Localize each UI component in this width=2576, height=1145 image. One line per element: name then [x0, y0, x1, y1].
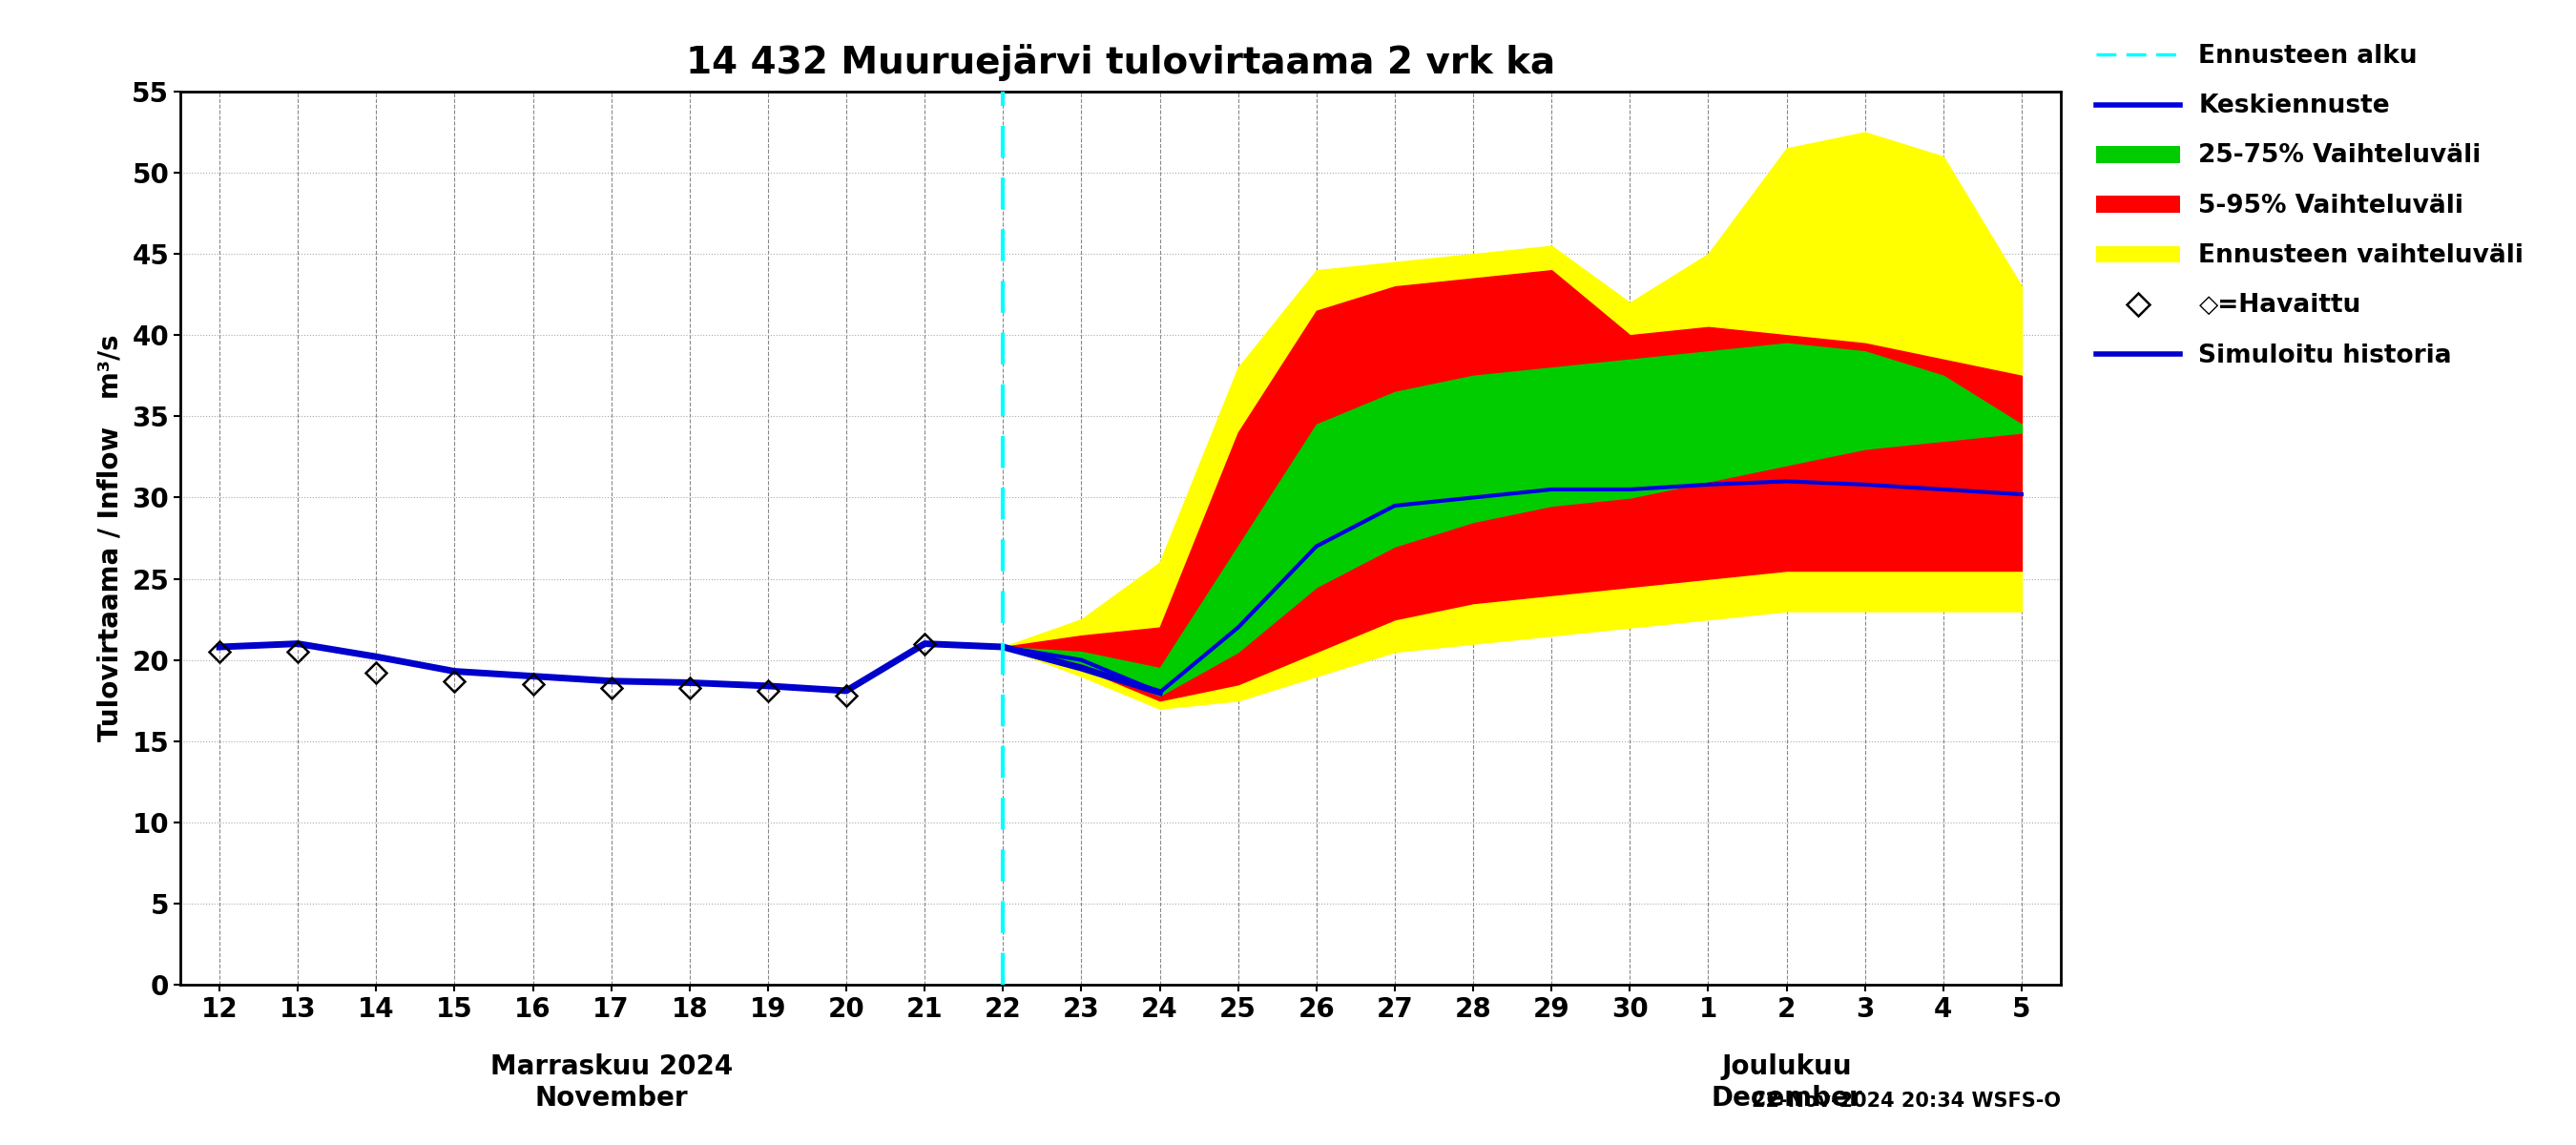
Text: 22-Nov-2024 20:34 WSFS-O: 22-Nov-2024 20:34 WSFS-O: [1752, 1091, 2061, 1111]
Y-axis label: Tulovirtaama / Inflow   m³/s: Tulovirtaama / Inflow m³/s: [98, 334, 124, 742]
Text: Joulukuu
December: Joulukuu December: [1710, 1053, 1862, 1112]
Title: 14 432 Muuruejärvi tulovirtaama 2 vrk ka: 14 432 Muuruejärvi tulovirtaama 2 vrk ka: [685, 44, 1556, 80]
Text: Marraskuu 2024
November: Marraskuu 2024 November: [489, 1053, 732, 1112]
Legend: Ennusteen alku, Keskiennuste, 25-75% Vaihteluväli, 5-95% Vaihteluväli, Ennusteen: Ennusteen alku, Keskiennuste, 25-75% Vai…: [2087, 34, 2535, 378]
